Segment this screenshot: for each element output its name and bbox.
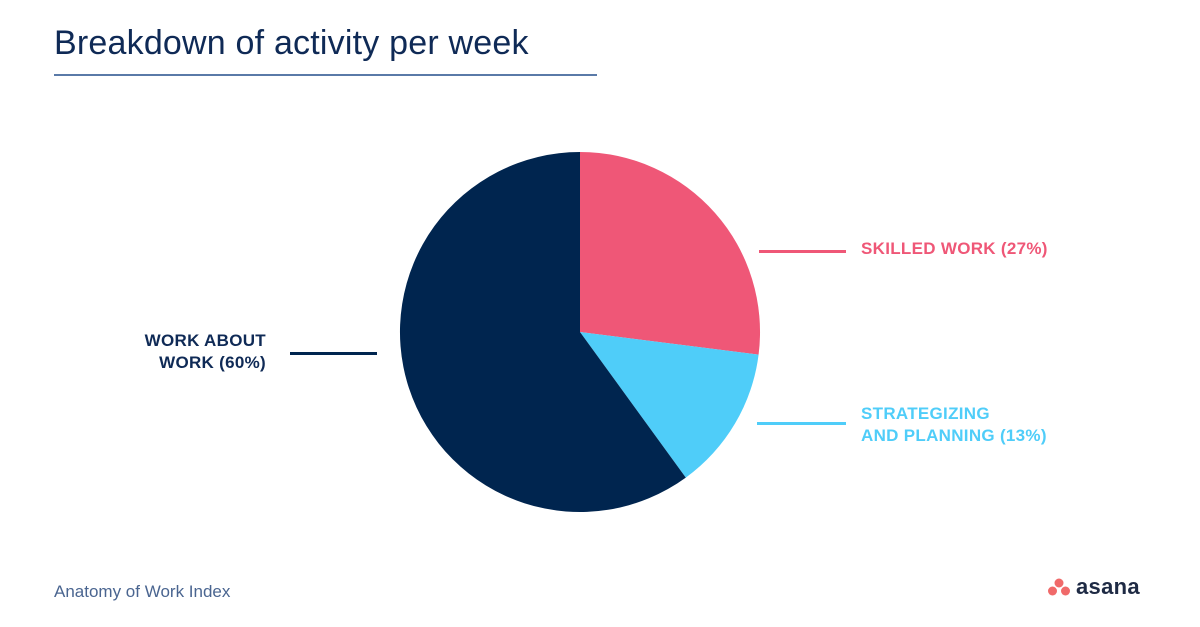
slice-strategizing-planning xyxy=(580,332,759,478)
label-work-about-work: WORK ABOUT WORK (60%) xyxy=(100,330,266,374)
label-line: STRATEGIZING xyxy=(861,404,990,423)
leader-line-strategizing xyxy=(757,422,846,425)
label-line: AND PLANNING (13%) xyxy=(861,426,1047,445)
asana-logo: asana xyxy=(1048,574,1140,600)
chart-title: Breakdown of activity per week xyxy=(54,24,529,62)
asana-dots-icon xyxy=(1048,578,1070,596)
label-skilled-work: SKILLED WORK (27%) xyxy=(861,239,1048,258)
slice-work-about-work xyxy=(399,151,686,513)
source-caption: Anatomy of Work Index xyxy=(54,582,231,601)
slice-skilled-work xyxy=(580,152,761,355)
label-line: WORK (60%) xyxy=(159,353,266,372)
leader-line-work-about-work xyxy=(290,352,377,355)
leader-line-skilled-work xyxy=(759,250,846,253)
title-underline xyxy=(54,74,597,76)
label-line: WORK ABOUT xyxy=(144,331,266,350)
label-strategizing-planning: STRATEGIZING AND PLANNING (13%) xyxy=(861,403,1047,447)
asana-wordmark: asana xyxy=(1076,574,1140,599)
